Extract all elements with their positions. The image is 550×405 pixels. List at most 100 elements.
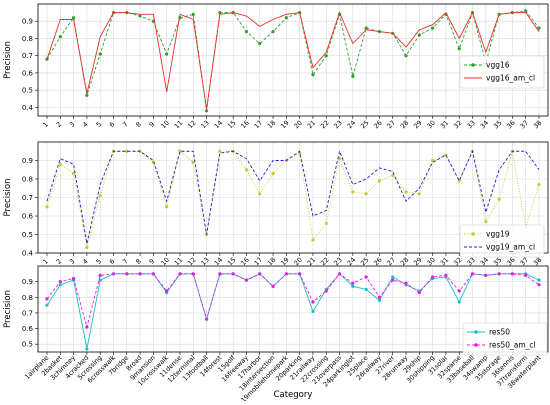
x-tick-label: 28 <box>399 256 411 268</box>
data-point-vgg19 <box>98 194 102 198</box>
data-point-res50_am_cl <box>470 272 475 276</box>
data-point-res50_am_cl <box>537 283 541 287</box>
x-tick-label: 16 <box>239 256 251 268</box>
data-point-res50 <box>58 283 62 287</box>
data-point-res50_am_cl <box>298 272 302 276</box>
data-point-vgg16 <box>324 54 328 58</box>
x-tick-label: 14 <box>213 256 225 268</box>
y-tick-label: 0.9 <box>22 157 33 165</box>
data-point-res50_am_cl <box>510 272 515 276</box>
data-point-res50 <box>351 284 355 288</box>
data-point-vgg16 <box>457 47 461 51</box>
x-tick-label: 3 <box>68 257 77 266</box>
y-tick-label: 0.6 <box>22 69 34 77</box>
chart-panel-3: 1airplane2basket3chimney4cracked5crossin… <box>3 265 549 404</box>
x-tick-label: 26 <box>372 119 384 131</box>
data-point-res50 <box>377 298 382 302</box>
x-tick-label: 5 <box>94 120 103 129</box>
x-tick-label: 38 <box>532 119 544 131</box>
y-tick-label: 0.5 <box>22 341 33 349</box>
series-line-res50_am_cl <box>46 273 540 329</box>
x-tick-label: 19 <box>279 119 291 131</box>
data-point-vgg16 <box>258 42 262 46</box>
data-point-res50_am_cl <box>85 325 89 329</box>
y-axis-title: Precision <box>3 41 13 79</box>
data-point-vgg19 <box>71 171 76 176</box>
data-point-vgg16 <box>71 16 76 20</box>
x-tick-label: 12 <box>186 256 198 268</box>
x-tick-label: 9 <box>148 120 157 129</box>
y-tick-label: 0.5 <box>22 231 33 239</box>
y-tick-label: 0.9 <box>22 18 33 26</box>
data-point-res50_am_cl <box>444 273 448 277</box>
data-point-res50_am_cl <box>218 272 222 276</box>
x-tick-label: 29 <box>412 119 424 131</box>
x-tick-label: 21 <box>306 256 318 268</box>
data-point-res50_am_cl <box>284 272 288 276</box>
x-tick-label: 9 <box>148 257 157 266</box>
data-point-res50_am_cl <box>364 275 368 279</box>
y-tick-label: 0.7 <box>22 52 33 60</box>
data-point-res50_am_cl <box>138 272 142 276</box>
data-point-res50_am_cl <box>497 272 501 276</box>
data-point-vgg19 <box>537 182 541 187</box>
data-point-vgg16 <box>311 73 315 77</box>
legend-label: vgg16 <box>486 61 510 70</box>
y-axis-title: Precision <box>3 290 13 328</box>
x-tick-label: 7 <box>121 257 130 266</box>
legend-label: vgg19 <box>486 230 510 239</box>
data-point-res50 <box>311 309 315 313</box>
x-tick-label: 28 <box>399 119 411 131</box>
data-point-vgg19 <box>404 190 408 194</box>
plot-frame <box>37 265 549 353</box>
data-point-res50_am_cl <box>377 295 382 299</box>
data-point-res50 <box>457 300 461 304</box>
x-tick-label: 35 <box>492 256 504 268</box>
chart-panel-1: 1 2 3 4 5 6 7 8 9 10 11 12 13 14 15 16 17 18 19 20 21 22 23 24 2… <box>3 3 549 131</box>
data-point-vgg19 <box>431 158 435 163</box>
data-point-res50_am_cl <box>231 272 235 276</box>
legend-marker-res50_am_cl <box>474 343 478 347</box>
data-point-vgg16 <box>364 26 368 30</box>
x-tick-label: 13 <box>199 256 211 268</box>
series-line-vgg19_am_cl <box>46 149 540 244</box>
data-point-vgg19 <box>218 149 222 153</box>
data-point-vgg19 <box>337 157 342 161</box>
x-tick-label: 37 <box>519 256 531 268</box>
x-tick-label: 33 <box>465 256 477 268</box>
y-tick-label: 0.7 <box>22 194 33 202</box>
plot-frame <box>37 141 549 254</box>
data-point-vgg16 <box>85 93 89 97</box>
x-tick-label: 18 <box>266 256 278 268</box>
y-tick-label: 0.8 <box>22 35 33 43</box>
data-point-vgg16 <box>284 16 288 20</box>
data-point-vgg16 <box>351 74 355 78</box>
x-tick-label: 32 <box>452 119 464 131</box>
legend-label: vgg19_am_cl <box>486 243 535 252</box>
data-point-vgg16 <box>524 9 528 13</box>
data-point-res50_am_cl <box>45 297 49 301</box>
data-point-vgg19 <box>311 238 315 242</box>
data-point-res50_am_cl <box>165 289 169 293</box>
x-tick-label: 22 <box>319 256 331 268</box>
legend-marker-vgg19 <box>471 232 475 236</box>
data-point-vgg16 <box>98 52 102 56</box>
data-point-res50_am_cl <box>125 272 129 276</box>
x-tick-label: 34 <box>479 256 491 268</box>
y-tick-label: 0.8 <box>22 294 33 302</box>
x-tick-label: 36 <box>505 256 517 268</box>
x-tick-label: 16 <box>239 119 251 131</box>
x-tick-label: 4 <box>81 257 90 266</box>
data-point-vgg16 <box>191 12 195 16</box>
x-tick-label: 15 <box>226 256 238 268</box>
x-tick-label: 8 <box>134 120 143 129</box>
data-point-res50_am_cl <box>484 273 488 277</box>
data-point-res50_am_cl <box>71 276 76 281</box>
y-tick-label: 0.4 <box>22 104 34 112</box>
x-tick-label: 5 <box>94 257 103 266</box>
data-point-vgg16 <box>165 52 169 56</box>
x-tick-label: 30 <box>425 256 437 268</box>
legend-label: res50_am_cl <box>489 341 536 350</box>
